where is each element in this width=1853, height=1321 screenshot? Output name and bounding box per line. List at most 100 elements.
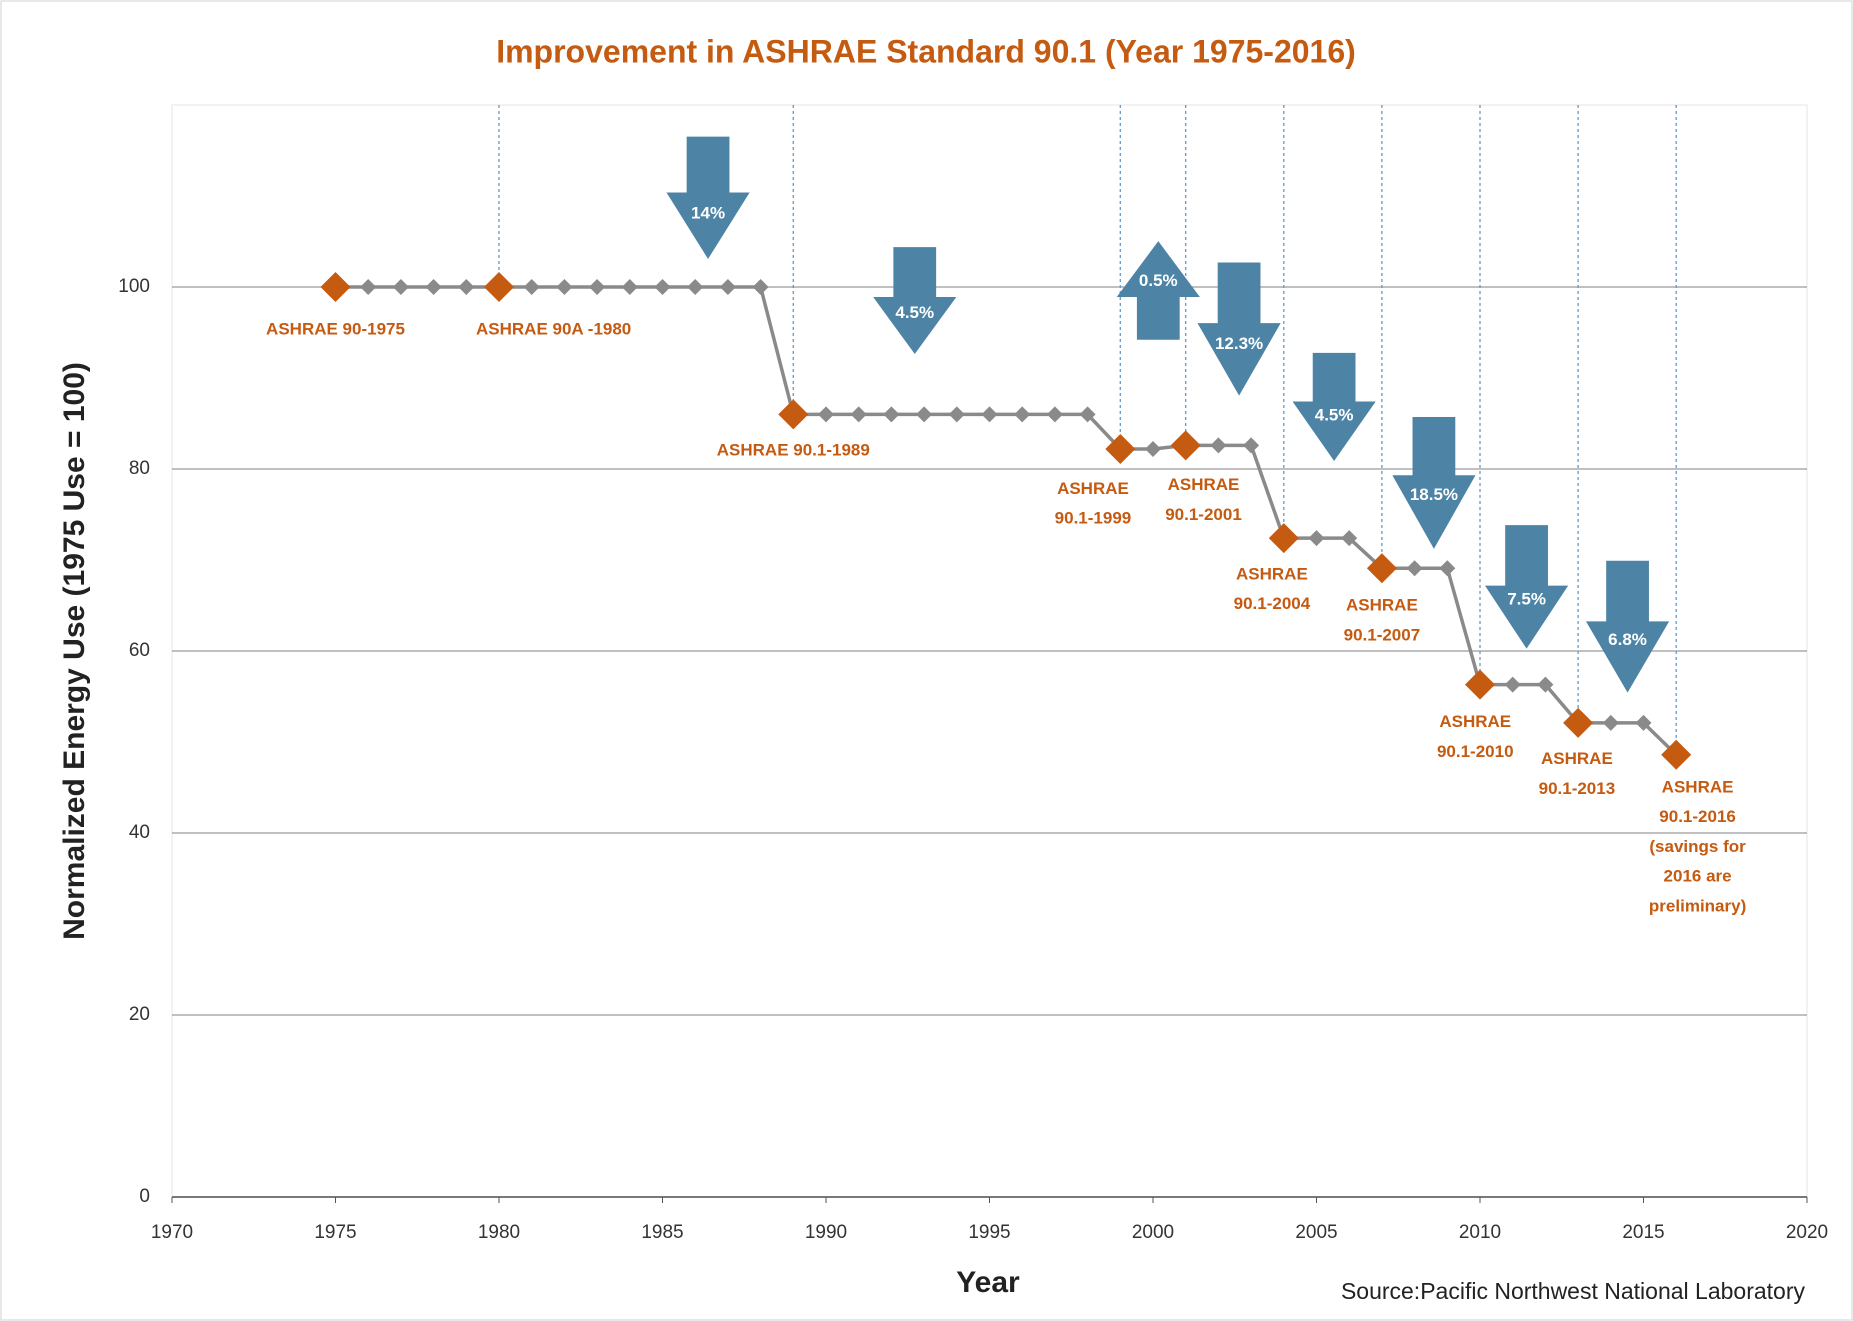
point [392, 279, 409, 295]
standard-label: ASHRAE [1439, 712, 1511, 731]
point [1014, 406, 1031, 423]
standard-label: 90.1-2007 [1344, 625, 1421, 644]
savings-label: 0.5% [1139, 271, 1178, 290]
standard-label: 90.1-2010 [1437, 742, 1514, 761]
standard-label: ASHRAE 90.1-1989 [717, 441, 870, 460]
y-tick-label: 60 [129, 640, 150, 661]
savings-label: 18.5% [1410, 485, 1458, 504]
savings-arrow [666, 136, 750, 259]
point [1145, 440, 1161, 457]
point [1602, 714, 1619, 731]
standard-label: ASHRAE [1236, 564, 1308, 583]
standard-label: ASHRAE [1168, 475, 1240, 494]
standard-label: 90.1-2001 [1165, 505, 1242, 524]
standard-marker [484, 272, 514, 302]
point [1406, 560, 1423, 577]
savings-arrow [1485, 525, 1569, 649]
point [883, 406, 900, 423]
x-tick-label: 1990 [805, 1222, 847, 1243]
x-tick-label: 1985 [641, 1222, 683, 1243]
standard-marker [1268, 523, 1299, 554]
x-tick-label: 1995 [968, 1222, 1010, 1243]
standard-marker [1105, 433, 1136, 464]
point [621, 279, 638, 295]
point [687, 279, 704, 295]
standard-label: ASHRAE [1057, 479, 1129, 498]
x-tick-label: 2010 [1459, 1222, 1501, 1243]
savings-label: 12.3% [1215, 334, 1263, 353]
standard-label: ASHRAE 90A -1980 [476, 319, 631, 338]
point [1243, 437, 1260, 454]
standard-label: 90.1-2013 [1539, 779, 1616, 798]
point [1635, 714, 1652, 731]
standard-label: preliminary) [1649, 896, 1746, 915]
point [719, 279, 736, 295]
savings-label: 7.5% [1507, 589, 1546, 608]
x-axis-label: Year [956, 1266, 1020, 1299]
standard-label: 2016 are [1664, 867, 1732, 886]
standard-marker [1661, 739, 1692, 770]
x-tick-label: 1975 [314, 1222, 356, 1243]
point [948, 406, 965, 423]
standard-label: ASHRAE [1662, 777, 1734, 796]
x-tick-label: 2000 [1132, 1222, 1174, 1243]
savings-arrow [1116, 241, 1200, 340]
point [1079, 406, 1096, 423]
standard-marker [1366, 553, 1397, 584]
savings-arrow [1392, 416, 1476, 549]
point [752, 279, 769, 295]
x-tick-label: 1980 [478, 1222, 520, 1243]
point [556, 279, 573, 295]
y-axis-label: Normalized Energy Use (1975 Use = 100) [58, 362, 91, 940]
point [458, 279, 475, 295]
point [818, 406, 834, 423]
point [1308, 530, 1325, 547]
point [654, 279, 671, 295]
x-tick-label: 2015 [1622, 1222, 1664, 1243]
point [850, 406, 867, 423]
y-tick-label: 0 [139, 1186, 150, 1207]
savings-arrow [1292, 352, 1376, 461]
standard-label: (savings for [1649, 837, 1746, 856]
savings-label: 4.5% [1315, 405, 1354, 424]
y-tick-label: 20 [129, 1004, 150, 1025]
savings-arrow [873, 247, 957, 355]
standard-label: ASHRAE [1346, 596, 1418, 615]
x-tick-label: 2005 [1295, 1222, 1337, 1243]
point [1341, 530, 1358, 547]
standard-label: ASHRAE [1541, 749, 1613, 768]
source-note: Source:Pacific Northwest National Labora… [1341, 1278, 1806, 1304]
savings-arrow [1197, 262, 1281, 396]
savings-arrow [1585, 560, 1670, 693]
point [1537, 676, 1554, 693]
standard-marker [1170, 430, 1201, 461]
point [1046, 406, 1063, 423]
standard-marker [1563, 707, 1594, 738]
chart-title: Improvement in ASHRAE Standard 90.1 (Yea… [496, 33, 1356, 69]
x-tick-label: 2020 [1786, 1222, 1828, 1243]
savings-label: 4.5% [895, 303, 934, 322]
y-tick-label: 80 [129, 458, 150, 479]
point [1210, 437, 1227, 454]
x-tick-label: 1970 [151, 1222, 193, 1243]
point [589, 279, 606, 295]
standard-marker [320, 272, 351, 302]
standard-marker [1465, 669, 1495, 700]
point [1439, 560, 1456, 577]
point [360, 279, 377, 295]
standard-label: 90.1-1999 [1055, 509, 1132, 528]
point [1504, 676, 1521, 693]
standard-label: 90.1-2004 [1234, 594, 1311, 613]
standard-label: 90.1-2016 [1659, 807, 1736, 826]
standard-label: ASHRAE 90-1975 [266, 319, 405, 338]
savings-label: 14% [691, 203, 725, 222]
point [916, 406, 933, 423]
point [523, 279, 540, 295]
point [425, 279, 442, 295]
y-tick-label: 100 [118, 276, 150, 297]
point [981, 406, 998, 423]
savings-label: 6.8% [1608, 630, 1647, 649]
standard-marker [778, 399, 809, 430]
